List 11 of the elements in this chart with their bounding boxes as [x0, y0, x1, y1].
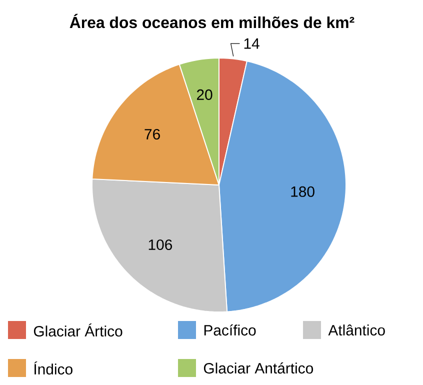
legend-label: Glaciar Antártico	[204, 362, 314, 374]
data-label: 76	[144, 128, 160, 140]
data-label: 180	[291, 186, 314, 197]
data-label: 106	[148, 239, 172, 250]
legend-label: Glaciar Ártico	[34, 323, 122, 337]
chart-title: Área dos oceanos em milhões de km²	[70, 14, 354, 28]
legend-label: Índico	[34, 361, 72, 375]
data-label: 20	[196, 89, 212, 100]
data-label: 14	[244, 38, 260, 49]
legend-label: Atlântico	[328, 324, 385, 336]
legend-label: Pacífico	[204, 324, 256, 336]
